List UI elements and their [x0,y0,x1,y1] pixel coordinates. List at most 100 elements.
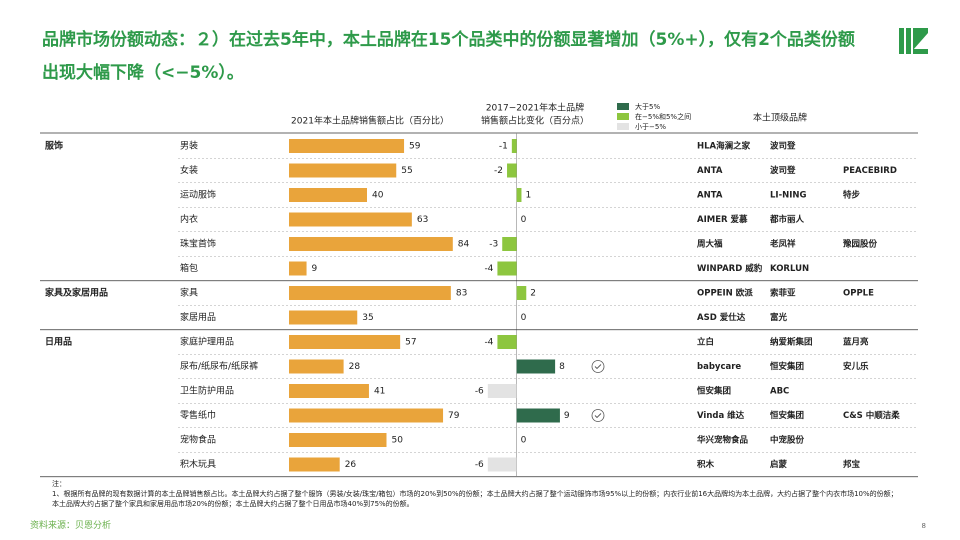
legend-label: 在−5%和5%之间 [635,112,691,121]
change-label: -3 [489,240,498,250]
legend-label: 大于5% [635,102,660,111]
share-label: 79 [448,411,460,421]
share-label: 63 [417,215,428,225]
change-label: -6 [475,460,484,470]
change-label: -4 [484,338,493,348]
category-label: 尿布/纸尿布/纸尿裤 [180,360,258,372]
brand-name: 索菲亚 [770,288,796,299]
share-bar [289,384,369,398]
share-label: 55 [401,166,412,176]
change-label: -6 [475,387,484,397]
source: 资料来源：贝恩分析 [30,521,112,531]
share-label: 35 [362,313,373,323]
share-label: 84 [458,240,470,250]
change-header: 销售额占比变化（百分点） [481,115,589,127]
category-label: 积木玩具 [180,458,216,470]
share-bar [289,188,367,202]
change-label: 0 [521,313,527,323]
brand-name: OPPLE [843,289,874,299]
share-label: 83 [456,289,467,299]
brand-name: 邦宝 [843,459,861,470]
check-icon [594,364,602,370]
share-bar [289,286,451,300]
brand-name: Vinda 维达 [697,410,745,421]
brand-name: 老凤祥 [769,239,796,250]
category-label: 内衣 [180,213,198,225]
change-label: -2 [494,166,503,176]
brand-name: 豫园股份 [843,239,878,250]
group-label: 服饰 [45,140,63,152]
legend-swatch [617,103,629,110]
share-label: 26 [345,460,357,470]
brand-name: 周大福 [697,239,723,250]
brand-name: HLA海澜之家 [697,141,751,152]
page-number: 8 [921,522,926,530]
group-label: 家具及家居用品 [45,287,108,299]
share-label: 57 [405,338,416,348]
check-icon [594,413,602,419]
change-bar [511,139,517,153]
brand-name: 安儿乐 [843,361,869,372]
change-header: 2017−2021年本土品牌 [486,102,584,114]
share-bar [289,457,340,472]
brand-name: 波司登 [770,141,796,152]
change-label: -1 [499,142,508,152]
brand-header: 本土顶级品牌 [753,112,807,124]
share-label: 50 [392,436,404,446]
change-label: 2 [530,289,536,299]
share-bar [289,139,405,153]
change-bar [502,237,517,251]
brand-name: PEACEBIRD [843,166,897,176]
brand-name: LI-NING [770,191,806,201]
change-bar [497,261,517,276]
slide-title: 品牌市场份额动态：２）在过去5年中，本土品牌在15个品类中的份额显著增加（5%+… [42,30,855,83]
brand-name: 波司登 [770,165,796,176]
brand-name: 启蒙 [770,459,788,470]
note: 注： [52,480,66,488]
change-label: -4 [484,264,493,274]
category-label: 家具 [180,287,198,299]
share-bar [289,212,412,227]
category-label: 珠宝首饰 [180,238,216,250]
brand-name: 华兴宠物食品 [697,435,749,446]
share-label: 9 [312,264,318,274]
change-bar [516,359,556,374]
change-bar [487,384,517,398]
brand-name: 都市丽人 [769,214,805,225]
category-label: 宠物食品 [180,434,216,446]
group-label: 日用品 [45,337,72,348]
brand-name: WINPARD 威豹 [697,263,763,274]
change-bar [507,163,517,178]
brand-name: 积木 [697,459,715,470]
share-bar [289,433,387,447]
logo [899,28,928,54]
brand-name: 纳爱斯集团 [770,337,813,348]
share-bar [289,163,397,178]
brand-name: 蓝月亮 [843,337,869,348]
share-bar [289,359,344,374]
brand-name: ANTA [697,166,723,176]
share-label: 40 [372,191,384,201]
category-label: 运动服饰 [180,189,216,201]
category-label: 零售纸巾 [180,409,216,421]
notes: 注： 1、根据所有品牌的现有数据计算的本土品牌销售额占比。本土品牌大约占据了整个服… [52,479,902,509]
category-label: 女装 [180,164,198,176]
brand-name: 恒安集团 [697,386,731,397]
change-label: 1 [525,191,531,201]
brand-name: 特步 [843,190,861,201]
brand-name: ASD 爱仕达 [697,312,746,323]
change-label: 0 [521,215,527,225]
check-icon [591,360,605,373]
brand-name: ANTA [697,191,723,201]
brand-name: 富光 [770,312,788,323]
share-bar [289,408,444,423]
share-bar [289,335,401,349]
brand-name: KORLUN [770,264,809,274]
note: 1、根据所有品牌的现有数据计算的本土品牌销售额占比。本土品牌大约占据了整个服饰（… [52,490,898,508]
change-label: 0 [521,436,527,446]
share-bar [289,310,358,325]
brand-name: babycare [697,362,741,372]
change-bar [516,188,522,202]
